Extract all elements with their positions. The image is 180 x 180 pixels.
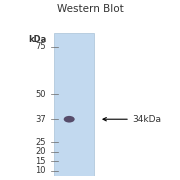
Ellipse shape [64,116,75,123]
Text: 25: 25 [35,138,46,147]
Text: 34kDa: 34kDa [132,115,161,124]
Text: 15: 15 [35,157,46,166]
Text: 20: 20 [35,147,46,156]
Text: 37: 37 [35,115,46,124]
Text: 75: 75 [35,42,46,51]
Text: 10: 10 [35,166,46,175]
Text: kDa: kDa [28,35,46,44]
Title: Western Blot: Western Blot [57,4,123,14]
Bar [54,33,94,176]
Text: 50: 50 [35,90,46,99]
